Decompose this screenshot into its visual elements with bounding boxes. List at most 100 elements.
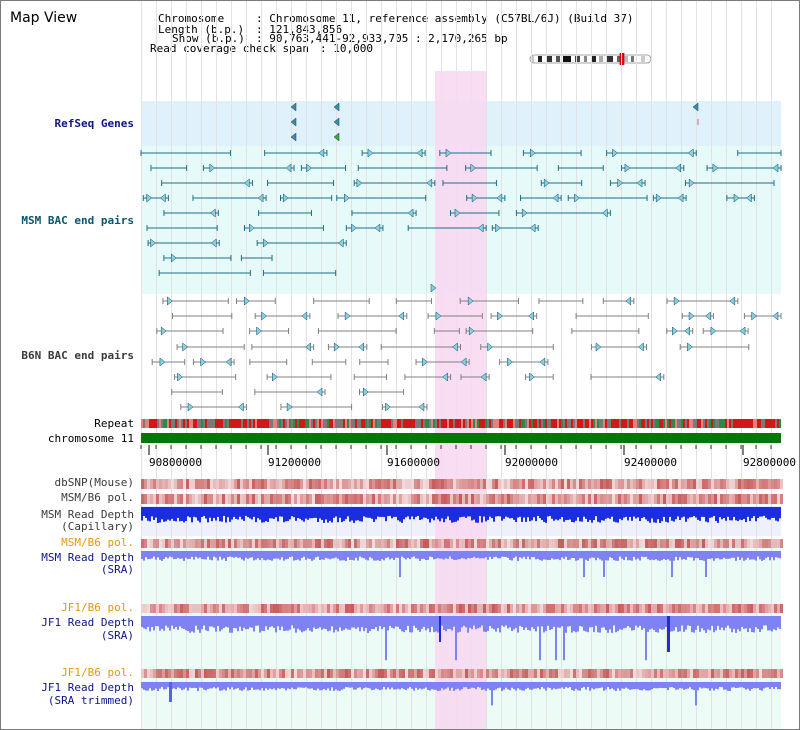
- repeat-segment: [335, 419, 337, 428]
- gene-arrow: [539, 357, 546, 367]
- jf1-trimmed-depth-bar: [757, 682, 759, 689]
- jf1-b6-pol-trimmed-heat-cell: [663, 669, 666, 678]
- msm-capillary-depth-bar: [559, 507, 561, 520]
- jf1-trimmed-depth-bar: [203, 682, 205, 690]
- repeat-segment: [527, 419, 529, 428]
- gene-arrow: [209, 163, 216, 173]
- jf1-trimmed-depth-bar: [307, 682, 309, 689]
- jf1-b6-pol-trimmed-heat-cell: [684, 669, 687, 678]
- msm-b6-pol-heat-cell: [594, 494, 597, 504]
- jf1-b6-pol-heat-cell: [222, 604, 225, 613]
- jf1-trimmed-depth-bar: [425, 682, 427, 688]
- msm-b6-pol-sra-heat-cell: [276, 539, 279, 548]
- dbsnp-heat-cell: [747, 479, 750, 489]
- msm-sra-depth-bar: [707, 551, 709, 559]
- jf1-trimmed-depth-bar: [323, 682, 325, 690]
- jf1-b6-pol-heat-cell: [174, 604, 177, 613]
- jf1-b6-pol-heat-cell: [369, 604, 372, 613]
- jf1-b6-pol-heat-cell: [582, 604, 585, 613]
- gene-arrow: [487, 342, 493, 352]
- jf1-sra-depth-bar: [661, 616, 663, 630]
- msm-capillary-depth-bar: [365, 507, 367, 518]
- msm-b6-pol-sra-heat-cell: [282, 539, 285, 548]
- msm-capillary-depth-bar: [591, 507, 593, 523]
- jf1-sra-depth-bar: [521, 616, 523, 627]
- jf1-sra-depth-bar: [463, 616, 465, 626]
- msm-sra-depth-bar: [715, 551, 717, 559]
- jf1-trimmed-depth-bar: [699, 682, 701, 688]
- msm-sra-depth-bar: [317, 551, 319, 557]
- msm-b6-pol-heat-cell: [309, 494, 312, 504]
- jf1-b6-pol-trimmed-heat-cell: [315, 669, 318, 678]
- jf1-b6-pol-heat-cell: [321, 604, 324, 613]
- msm-sra-depth-bar: [389, 551, 391, 560]
- jf1-sra-depth-bar: [293, 616, 295, 629]
- jf1-b6-pol-heat-cell: [435, 604, 438, 613]
- jf1-sra-depth-bar: [739, 616, 741, 632]
- jf1-trimmed-depth-bar: [759, 682, 761, 690]
- jf1-trimmed-depth-bar: [197, 682, 199, 691]
- msm-b6-pol-heat-cell: [360, 494, 363, 504]
- msm-b6-pol-sra-heat-cell: [699, 539, 702, 548]
- chromosome-bar: [141, 433, 781, 443]
- dbsnp-heat-cell: [627, 479, 630, 489]
- msm-sra-depth-bar: [223, 551, 225, 559]
- msm-sra-depth-bar: [267, 551, 269, 560]
- msm-capillary-depth-bar: [475, 507, 477, 523]
- dbsnp-heat-cell: [417, 479, 420, 489]
- gene-arrow: [435, 311, 442, 321]
- repeat-segment: [353, 419, 355, 428]
- jf1-trimmed-depth-bar: [279, 682, 281, 689]
- jf1-b6-pol-trimmed-heat-cell: [309, 669, 312, 678]
- jf1-sra-depth-bar: [525, 616, 527, 628]
- repeat-segment: [365, 419, 367, 428]
- msm-capillary-depth-bar: [523, 507, 525, 518]
- msm-capillary-depth-bar: [267, 507, 269, 522]
- msm-capillary-depth-bar: [173, 507, 175, 521]
- msm-capillary-depth-bar: [721, 507, 723, 520]
- jf1-b6-pol-trimmed-heat-cell: [576, 669, 579, 678]
- jf1-trimmed-depth-bar: [539, 682, 541, 690]
- repeat-segment: [521, 419, 523, 428]
- jf1-sra-depth-bar: [477, 616, 479, 629]
- jf1-b6-pol-trimmed-heat-cell: [216, 669, 219, 678]
- jf1-sra-depth-bar: [209, 616, 211, 627]
- jf1-b6-pol-trimmed-heat-cell: [348, 669, 351, 678]
- msm-capillary-depth-bar: [553, 507, 555, 521]
- msm-sra-depth-bar: [581, 551, 583, 559]
- jf1-b6-pol-trimmed-heat-cell: [474, 669, 477, 678]
- msm-capillary-depth-bar: [155, 507, 157, 518]
- msm-capillary-depth-bar: [373, 507, 375, 522]
- repeat-segment: [367, 419, 369, 428]
- jf1-b6-pol-trimmed-heat-cell: [312, 669, 315, 678]
- msm-b6-pol-sra-heat-cell: [168, 539, 171, 548]
- jf1-sra-depth-bar: [247, 616, 249, 630]
- dbsnp-heat-cell: [732, 479, 735, 489]
- jf1-sra-depth-bar: [643, 616, 645, 629]
- msm-sra-depth-bar: [297, 551, 299, 560]
- msm-sra-depth-bar: [383, 551, 385, 561]
- jf1-sra-depth-bar: [151, 616, 153, 627]
- msm-b6-pol-sra-heat-cell: [678, 539, 681, 548]
- msm-b6-pol-heat-cell: [534, 494, 537, 504]
- jf1-sra-depth-bar: [443, 616, 445, 631]
- msm-b6-pol-sra-heat-cell: [324, 539, 327, 548]
- jf1-sra-depth-bar: [629, 616, 631, 628]
- jf1-trimmed-depth-bar: [765, 682, 767, 688]
- dbsnp-heat-cell: [606, 479, 609, 489]
- repeat-segment: [251, 419, 253, 428]
- msm-sra-depth-bar: [245, 551, 247, 558]
- jf1-sra-depth-bar: [201, 616, 203, 630]
- repeat-segment: [493, 419, 495, 428]
- jf1-trimmed-depth-bar: [585, 682, 587, 690]
- repeat-segment: [687, 419, 689, 428]
- jf1-b6-pol-heat-cell: [552, 604, 555, 613]
- jf1-trimmed-depth-bar: [605, 682, 607, 690]
- msm-b6-pol-heat-cell: [666, 494, 669, 504]
- jf1-sra-depth-bar: [671, 616, 673, 632]
- repeat-segment: [623, 419, 625, 428]
- gene-arrow: [167, 296, 173, 306]
- gene-arrow: [170, 253, 177, 263]
- msm-b6-pol-sra-heat-cell: [417, 539, 420, 548]
